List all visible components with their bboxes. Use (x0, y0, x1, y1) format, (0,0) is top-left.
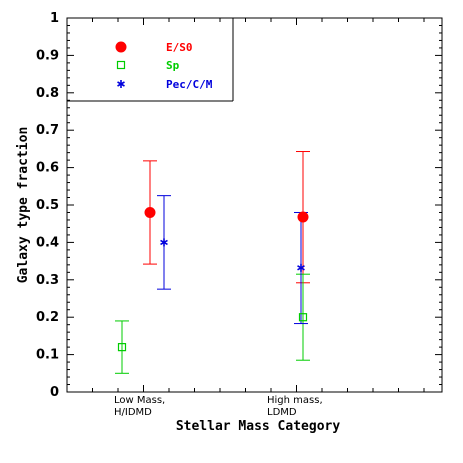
y-tick-label: 0.4 (36, 235, 59, 250)
asterisk-stroke (117, 81, 125, 87)
y-axis-title: Galaxy type fraction (16, 127, 31, 284)
x-category-label-line1: Low Mass, (114, 395, 165, 406)
x-category-label-line2: LDMD (267, 407, 297, 418)
data-point (297, 211, 309, 223)
axes: 0 0.1 0.2 0.3 0.4 0.5 0.6 0.7 0.8 0.9 1 Low Mass,H/… (36, 11, 443, 418)
x-category-label-line1: High mass, (267, 395, 323, 406)
y-tick-label: 0.5 (36, 198, 59, 213)
data-point (297, 263, 305, 272)
asterisk-stroke (160, 239, 168, 246)
data-markers (117, 206, 309, 352)
legend-marker (116, 60, 126, 70)
x-category-label-line2: H/IDMD (114, 407, 152, 418)
asterisk-stroke (297, 265, 305, 271)
legend-marker (117, 80, 125, 88)
y-tick-label: 0.8 (36, 86, 59, 101)
legend-label: Pec/C/M (166, 78, 213, 91)
y-tick-label: 0.2 (36, 310, 59, 325)
y-tick-label: 0.7 (36, 123, 59, 138)
legend-label: E/S0 (166, 41, 193, 54)
data-point (298, 313, 308, 322)
y-tick-label: 0.3 (36, 273, 59, 288)
legend: E/S0 Sp Pec/C/M (67, 18, 234, 102)
y-tick-label: 0.6 (36, 161, 59, 176)
data-point (160, 238, 168, 247)
data-point (117, 343, 127, 352)
y-tick-label: 0.1 (36, 348, 59, 363)
data-point (144, 206, 156, 218)
legend-label: Sp (166, 59, 180, 72)
y-tick-label: 0.9 (36, 48, 59, 63)
legend-marker (115, 41, 127, 53)
y-tick-label: 1 (50, 11, 59, 26)
y-tick-label: 0 (50, 385, 59, 400)
x-axis-title: Stellar Mass Category (176, 419, 341, 434)
